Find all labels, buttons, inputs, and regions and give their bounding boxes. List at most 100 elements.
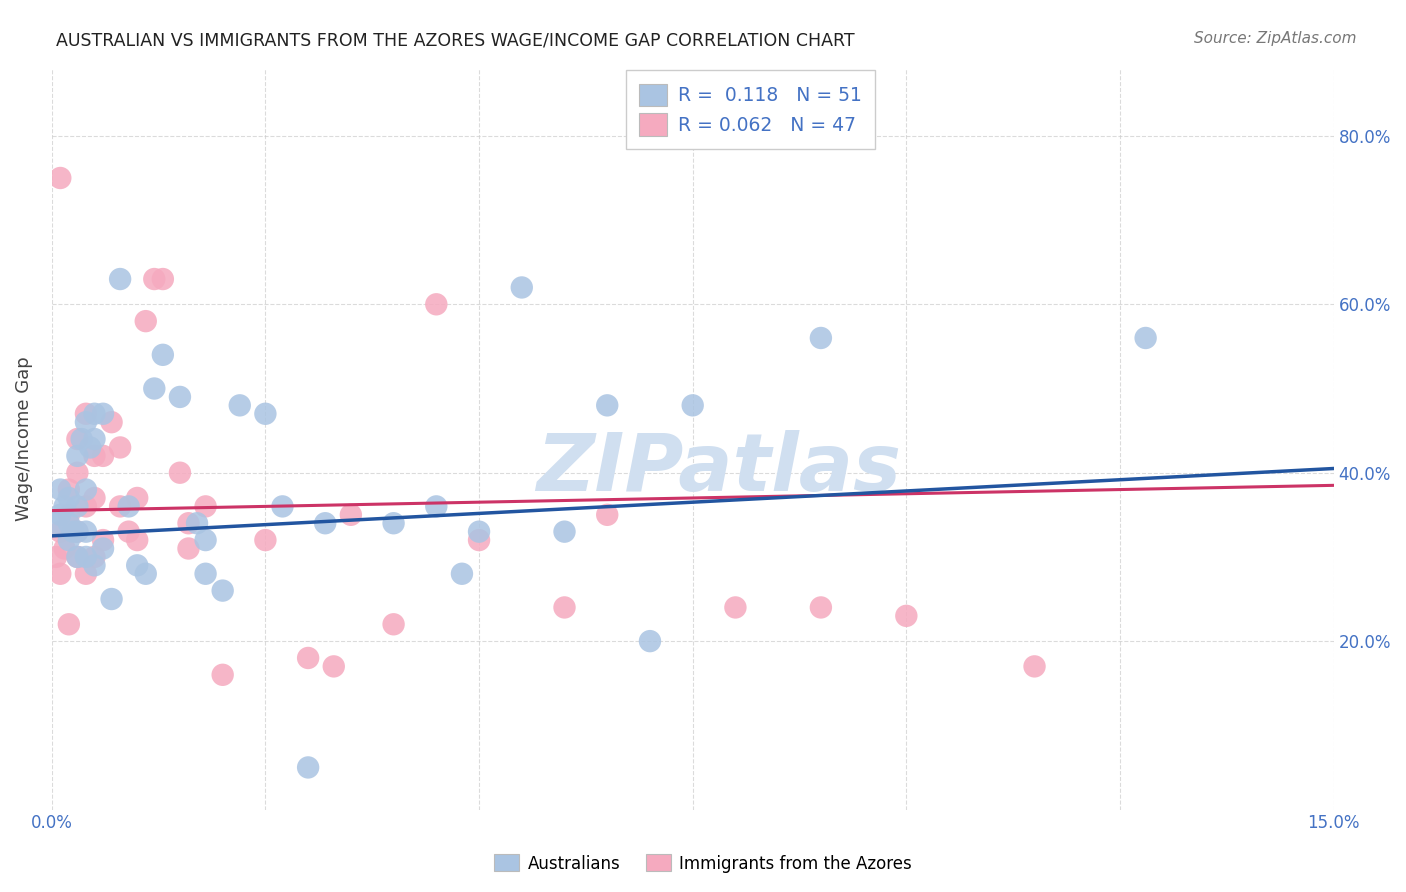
Point [468,524,491,539]
Point [66,549,89,564]
Point [1135,331,1157,345]
Point [49,171,72,186]
Point [83,432,105,446]
Point [100,415,122,429]
Point [297,760,319,774]
Point [45,516,67,531]
Point [211,583,233,598]
Point [49,524,72,539]
Point [79,441,101,455]
Point [108,441,131,455]
Point [75,549,97,564]
Point [724,600,747,615]
Point [297,651,319,665]
Point [75,407,97,421]
Point [100,592,122,607]
Point [271,500,294,514]
Point [58,491,80,505]
Point [49,483,72,497]
Legend: Australians, Immigrants from the Azores: Australians, Immigrants from the Azores [488,847,918,880]
Point [169,390,191,404]
Point [83,449,105,463]
Point [638,634,661,648]
Point [45,549,67,564]
Point [83,407,105,421]
Point [451,566,474,581]
Point [382,516,405,531]
Point [177,516,200,531]
Point [83,549,105,564]
Point [53,500,76,514]
Point [510,280,533,294]
Point [127,491,149,505]
Point [91,541,114,556]
Point [62,524,84,539]
Point [58,483,80,497]
Point [194,533,217,547]
Point [896,608,918,623]
Point [169,466,191,480]
Point [254,533,277,547]
Point [194,566,217,581]
Point [596,398,619,412]
Point [425,500,447,514]
Point [66,449,89,463]
Point [108,500,131,514]
Point [425,297,447,311]
Point [75,500,97,514]
Point [682,398,704,412]
Point [177,541,200,556]
Point [58,516,80,531]
Point [322,659,344,673]
Point [75,415,97,429]
Point [66,500,89,514]
Y-axis label: Wage/Income Gap: Wage/Income Gap [15,357,32,522]
Point [53,541,76,556]
Point [91,449,114,463]
Point [229,398,252,412]
Point [211,668,233,682]
Point [66,432,89,446]
Point [468,533,491,547]
Point [66,524,89,539]
Point [314,516,336,531]
Point [152,348,174,362]
Text: AUSTRALIAN VS IMMIGRANTS FROM THE AZORES WAGE/INCOME GAP CORRELATION CHART: AUSTRALIAN VS IMMIGRANTS FROM THE AZORES… [56,31,855,49]
Point [143,382,166,396]
Point [186,516,208,531]
Point [66,549,89,564]
Point [143,272,166,286]
Point [58,617,80,632]
Point [49,508,72,522]
Point [135,314,157,328]
Text: ZIPatlas: ZIPatlas [536,430,901,508]
Point [66,524,89,539]
Point [118,524,141,539]
Point [553,524,575,539]
Point [596,508,619,522]
Point [254,407,277,421]
Point [108,272,131,286]
Point [75,524,97,539]
Point [382,617,405,632]
Point [58,508,80,522]
Point [553,600,575,615]
Point [66,466,89,480]
Point [127,558,149,573]
Point [49,566,72,581]
Point [810,600,832,615]
Point [83,558,105,573]
Text: Source: ZipAtlas.com: Source: ZipAtlas.com [1194,31,1357,46]
Point [70,432,93,446]
Point [340,508,363,522]
Point [1024,659,1046,673]
Point [83,491,105,505]
Point [152,272,174,286]
Point [194,500,217,514]
Point [810,331,832,345]
Point [91,533,114,547]
Point [75,483,97,497]
Point [91,407,114,421]
Point [75,566,97,581]
Point [127,533,149,547]
